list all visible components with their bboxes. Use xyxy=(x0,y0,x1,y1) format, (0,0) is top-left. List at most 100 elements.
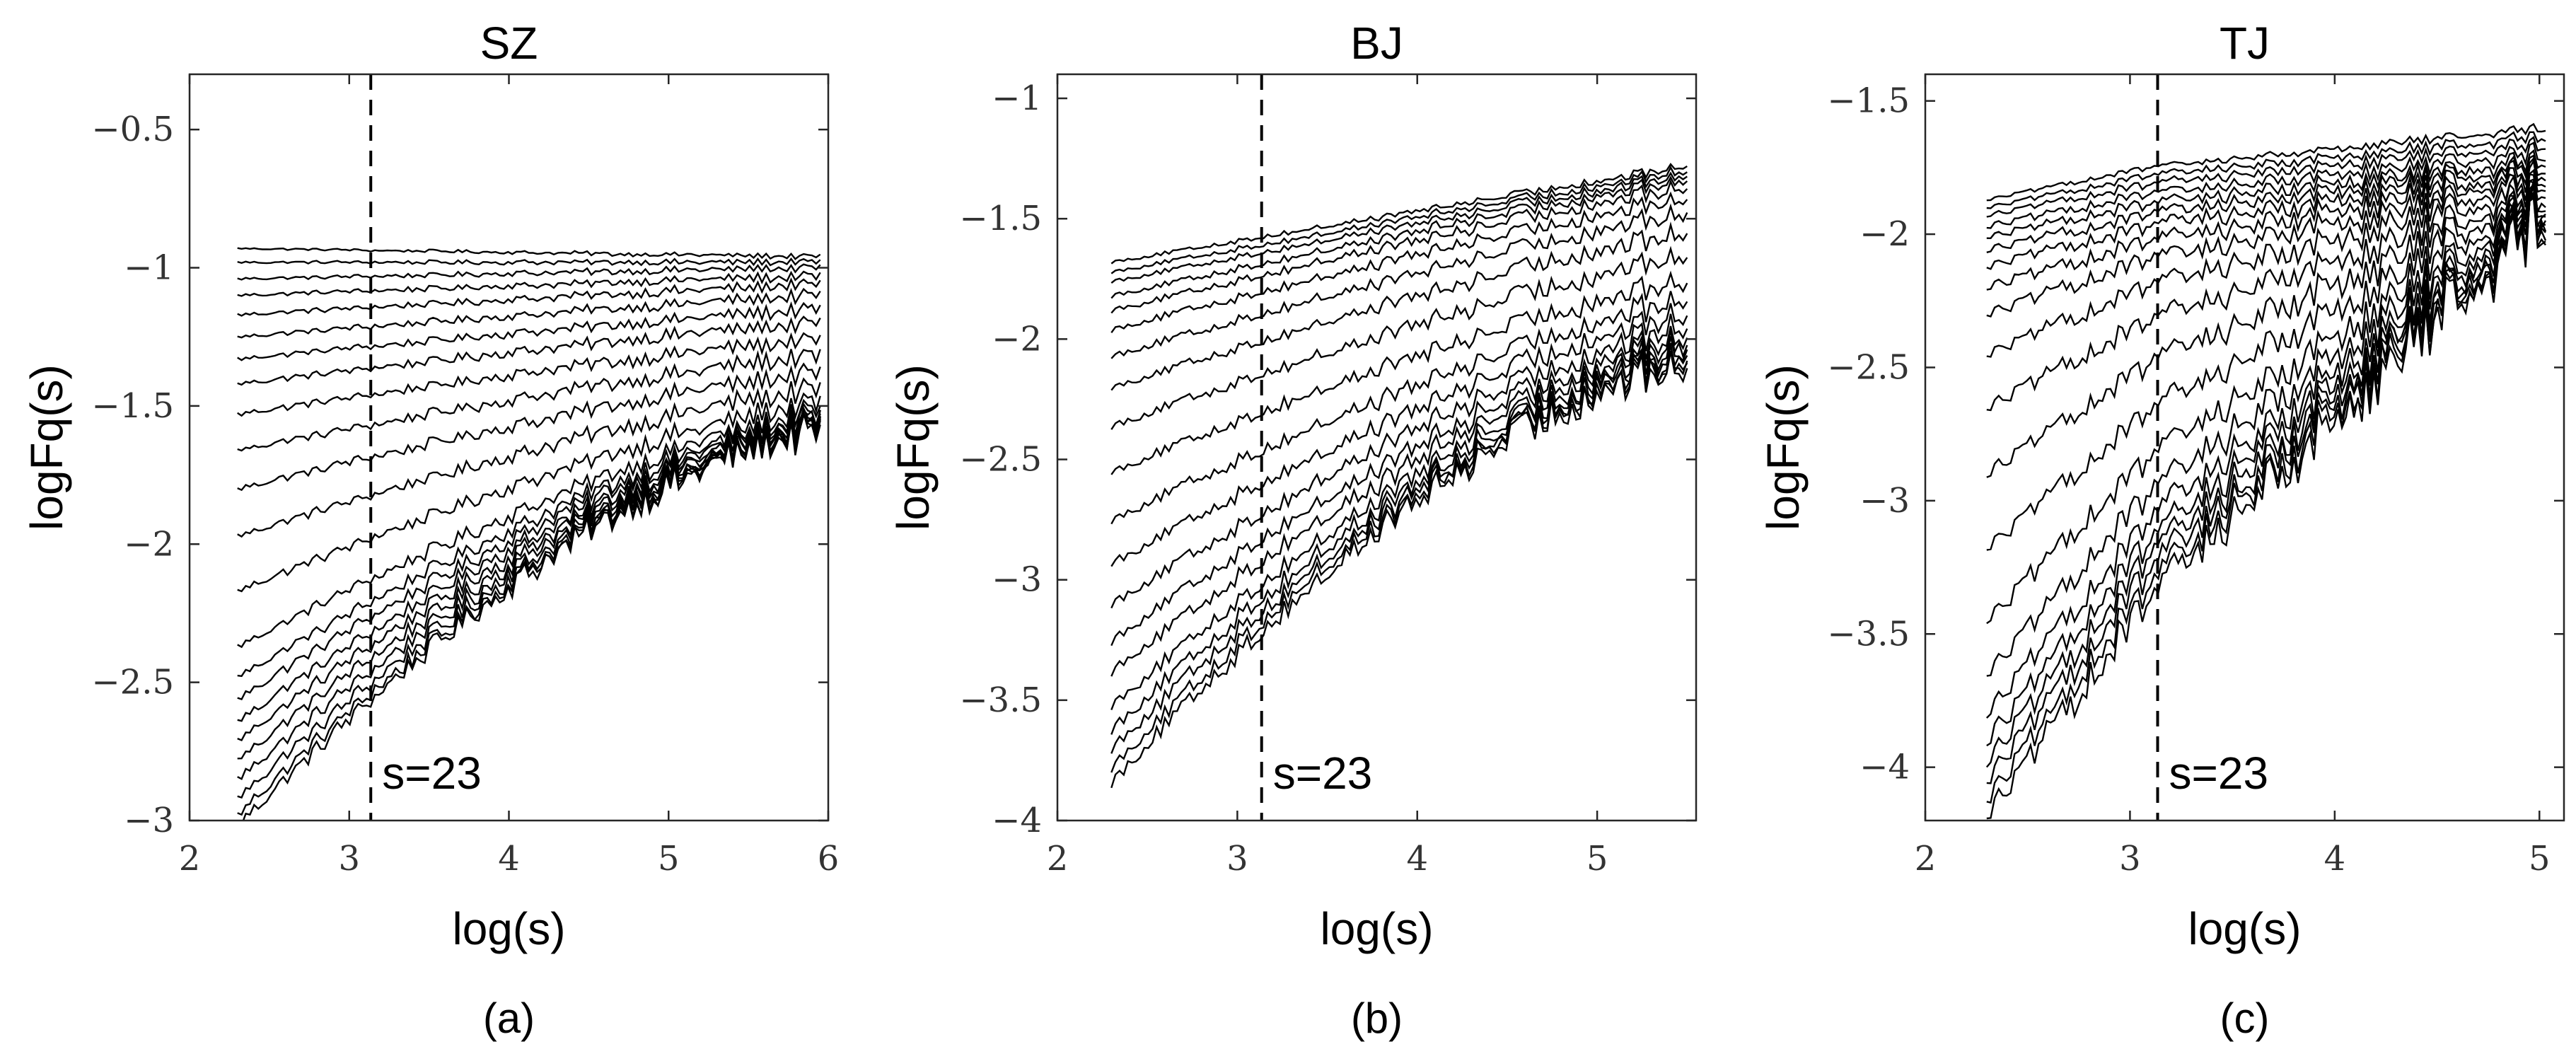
series-line xyxy=(1986,149,2546,240)
y-tick-label: −4 xyxy=(1860,748,1910,787)
chart-title: SZ xyxy=(480,18,538,69)
series-line xyxy=(1110,342,1688,754)
x-tick-label: 3 xyxy=(338,839,360,879)
series-line xyxy=(1110,163,1688,265)
series-line xyxy=(237,287,821,339)
series-line xyxy=(237,247,821,260)
x-axis-label: log(s) xyxy=(2188,903,2301,954)
x-axis-label: log(s) xyxy=(452,903,565,954)
series-line xyxy=(1986,192,2546,747)
y-tick-label: −2.5 xyxy=(1827,347,1910,387)
series-line xyxy=(1110,330,1688,677)
series-line xyxy=(237,402,821,678)
series-line xyxy=(1110,245,1688,430)
y-tick-label: −2 xyxy=(992,319,1042,359)
series-line xyxy=(237,332,821,417)
series-line xyxy=(1110,175,1688,299)
y-tick-label: −1 xyxy=(992,79,1042,118)
series-line xyxy=(237,277,821,317)
y-tick-label: −2.5 xyxy=(91,663,174,702)
x-tick-label: 5 xyxy=(2529,839,2551,879)
series-line xyxy=(1110,345,1688,735)
y-tick-label: −1.5 xyxy=(959,199,1042,238)
chart-title: BJ xyxy=(1350,18,1403,69)
series-line xyxy=(237,410,821,742)
series-line xyxy=(1110,313,1688,609)
series-line xyxy=(1110,203,1688,359)
panel-label: (b) xyxy=(1351,995,1403,1042)
y-axis-label: logFq(s) xyxy=(21,364,72,531)
series-line xyxy=(1110,351,1688,789)
series-line xyxy=(237,409,821,700)
y-tick-label: −3.5 xyxy=(959,680,1042,720)
panel-tj: s=23 2 3 4 5 −4 −3.5 −3 −2.5 −2 −1.5 TJ log(s) logFq(… xyxy=(1758,18,2565,1042)
y-tick-label: −4 xyxy=(992,801,1042,840)
panel-label: (c) xyxy=(2220,995,2270,1042)
series-line xyxy=(1986,154,2546,253)
series-line xyxy=(1986,185,2546,804)
x-tick-label: 4 xyxy=(1406,839,1428,879)
series-line xyxy=(1985,191,2547,719)
y-tick-label: −3 xyxy=(1860,481,1910,521)
series-line xyxy=(1110,350,1688,773)
y-tick-label: −2.5 xyxy=(959,440,1042,480)
series-line xyxy=(1986,182,2546,551)
series-line xyxy=(1110,171,1688,284)
series-line xyxy=(237,412,821,799)
series-line xyxy=(1110,179,1688,314)
y-axis-label: logFq(s) xyxy=(888,364,939,531)
series-line xyxy=(242,412,821,821)
x-tick-label: 4 xyxy=(498,839,520,879)
series-line xyxy=(1986,191,2547,784)
series-line xyxy=(1110,166,1688,274)
series-line xyxy=(1986,180,2546,478)
panel-sz: s=23 2 3 4 5 6 −3 −2.5 −2 −1.5 −1 −0.5 SZ log(s) logFq… xyxy=(21,18,839,1042)
series-line xyxy=(237,257,821,267)
threshold-annotation: s=23 xyxy=(382,748,482,799)
series-line xyxy=(237,377,821,538)
series-line xyxy=(237,349,821,452)
series-line xyxy=(1110,191,1688,334)
series-line xyxy=(1986,131,2546,209)
series-line xyxy=(237,270,821,297)
series-line xyxy=(1986,191,2547,677)
threshold-annotation: s=23 xyxy=(1273,748,1373,799)
x-tick-label: 2 xyxy=(179,839,201,879)
series-line xyxy=(237,263,821,281)
y-tick-label: −3.5 xyxy=(1827,614,1910,654)
series-line xyxy=(1986,158,2546,291)
series-line xyxy=(1986,191,2546,820)
series-group xyxy=(1110,163,1688,789)
series-line xyxy=(237,362,821,492)
series-line xyxy=(1986,173,2546,358)
x-axis-label: log(s) xyxy=(1320,903,1433,954)
y-tick-label: −3 xyxy=(124,801,174,840)
y-tick-label: −1.5 xyxy=(1827,81,1910,121)
series-line xyxy=(1986,141,2546,229)
series-line xyxy=(1986,168,2546,318)
series-line xyxy=(237,406,821,722)
series-line xyxy=(237,398,821,649)
y-tick-label: −2 xyxy=(1860,214,1910,254)
axes-frame xyxy=(1924,73,2565,822)
series-line xyxy=(1110,303,1688,567)
y-tick-label: −1.5 xyxy=(91,386,174,426)
x-tick-label: 6 xyxy=(818,839,840,879)
series-line xyxy=(1986,156,2546,270)
y-axis-label: logFq(s) xyxy=(1758,364,1809,531)
x-tick-label: 5 xyxy=(1586,839,1608,879)
series-line xyxy=(1986,180,2546,625)
series-group xyxy=(237,247,821,821)
x-tick-label: 2 xyxy=(1915,839,1937,879)
panel-bj: s=23 2 3 4 5 −4 −3.5 −3 −2.5 −2 −1.5 −1 BJ log(s) logF… xyxy=(888,18,1698,1042)
series-line xyxy=(1986,178,2546,412)
series-line xyxy=(1985,196,2546,768)
series-line xyxy=(237,301,821,361)
series-line xyxy=(1986,136,2546,218)
threshold-annotation: s=23 xyxy=(2169,748,2268,799)
x-tick-label: 3 xyxy=(1226,839,1248,879)
axes-frame xyxy=(1056,73,1698,822)
x-tick-label: 3 xyxy=(2119,839,2141,879)
